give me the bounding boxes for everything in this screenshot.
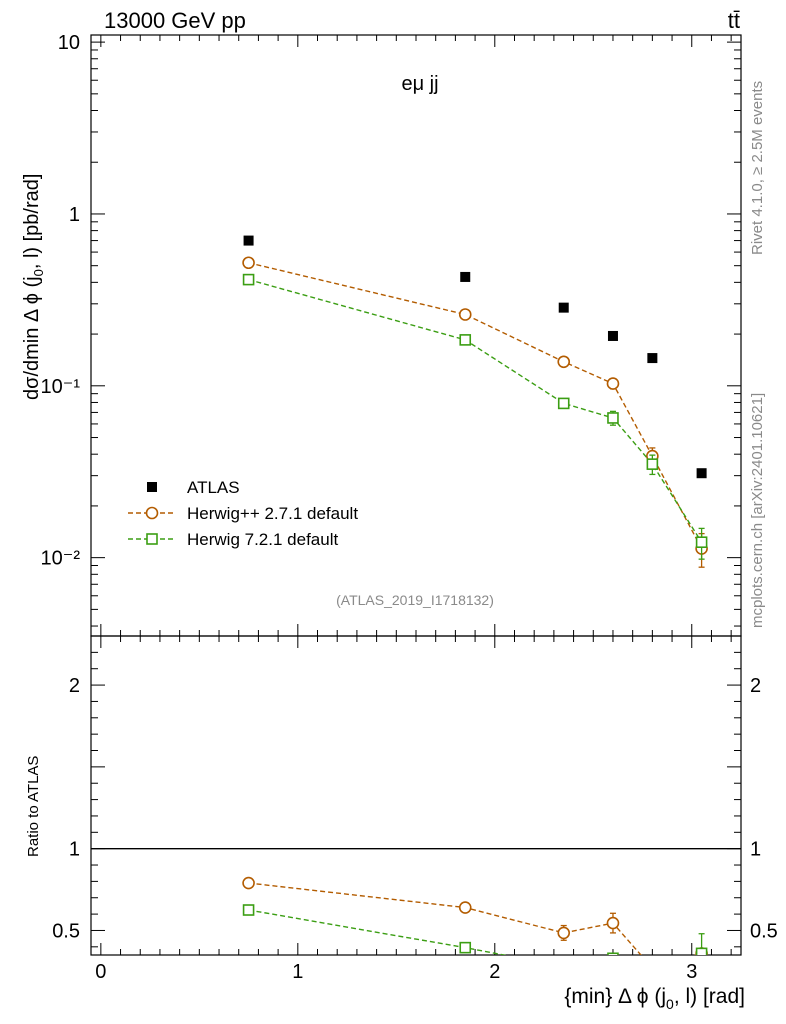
main-point (606, 377, 620, 390)
x-tick-label: 2 (489, 961, 500, 983)
ratio-y-tick-label: 2 (69, 675, 80, 697)
plot-title: 13000 GeV pp (104, 8, 246, 33)
main-point (647, 353, 658, 364)
main-point (646, 458, 659, 470)
ratio-point (242, 904, 255, 916)
ratio-series-layer (242, 876, 708, 978)
main-point (558, 302, 569, 313)
ratio-series-line (248, 909, 702, 955)
legend-marker (147, 482, 157, 492)
channel-label: eμ jj (401, 73, 438, 95)
legend-item: Herwig++ 2.7.1 default (128, 504, 358, 523)
rivet-version-label: Rivet 4.1.0, ≥ 2.5M events (749, 81, 766, 255)
y-tick-label: 10⁻² (41, 548, 81, 570)
y-tick-label: 10⁻¹ (41, 376, 81, 398)
legend-item: Herwig 7.2.1 default (128, 530, 338, 549)
ratio-point (242, 876, 255, 890)
legend-marker (145, 506, 159, 520)
ratio-point (647, 963, 658, 974)
main-point (607, 412, 619, 424)
main-point (243, 235, 254, 246)
ratio-plot-frame (90, 635, 742, 956)
ratio-y-tick-label-right: 2 (750, 675, 761, 697)
ratio-y-tick-label-right: 0.5 (750, 920, 778, 942)
main-point (696, 468, 707, 479)
main-point (242, 273, 255, 286)
ratio-series-0 (242, 876, 708, 974)
ratio-point (557, 926, 571, 940)
mcplots-source-label: mcplots.cern.ch [arXiv:2401.10621] (749, 393, 766, 628)
x-tick-label: 1 (292, 961, 303, 983)
main-point (695, 536, 708, 549)
ratio-y-axis-title: Ratio to ATLAS (25, 756, 42, 857)
main-point (242, 256, 255, 270)
legend-item: ATLAS (147, 478, 240, 497)
main-point (557, 355, 571, 369)
x-tick-label: 0 (95, 961, 106, 983)
main-series-line (248, 262, 703, 549)
main-point (460, 271, 471, 282)
main-series-0 (243, 235, 707, 479)
legend-marker (146, 533, 158, 545)
legend-label: Herwig 7.2.1 default (187, 530, 338, 549)
process-label: tt̄ (728, 8, 740, 33)
main-series-layer (242, 235, 708, 568)
main-point (557, 397, 570, 410)
ratio-point (607, 952, 619, 955)
legend-label: Herwig++ 2.7.1 default (187, 504, 358, 523)
ratio-point (647, 968, 657, 978)
ratio-y-tick-label: 0.5 (52, 920, 80, 942)
axis-ticks: 0 1 2 3 10 1 10⁻¹ 10⁻² 2 2 1 1 0.5 0.5 (41, 32, 778, 983)
main-y-axis-title: dσ/dmin Δ ϕ (j0, l) [pb/rad] (21, 174, 46, 400)
main-point (459, 334, 472, 346)
ratio-y-tick-label: 1 (69, 839, 80, 861)
ratio-y-tick-label-right: 1 (750, 839, 761, 861)
ratio-series-line (248, 882, 702, 955)
ratio-point (559, 961, 569, 971)
main-point (607, 330, 618, 341)
ratio-point (459, 941, 472, 954)
legend: ATLAS Herwig++ 2.7.1 default Herwig 7.2.1 … (128, 478, 358, 549)
analysis-id: (ATLAS_2019_I1718132) (336, 592, 494, 608)
y-tick-label: 1 (69, 204, 80, 226)
x-axis-title: {min} Δ ϕ (j0, l) [rad] (564, 985, 745, 1012)
ratio-point (695, 947, 708, 955)
main-series-line (248, 278, 703, 543)
main-point (458, 308, 472, 321)
x-tick-label: 3 (686, 961, 697, 983)
legend-label: ATLAS (187, 478, 240, 497)
ratio-series-1 (242, 904, 708, 978)
main-series-2 (242, 273, 708, 560)
ratio-point (458, 901, 472, 914)
ratio-point (606, 916, 620, 930)
y-tick-label: 10 (58, 32, 80, 54)
